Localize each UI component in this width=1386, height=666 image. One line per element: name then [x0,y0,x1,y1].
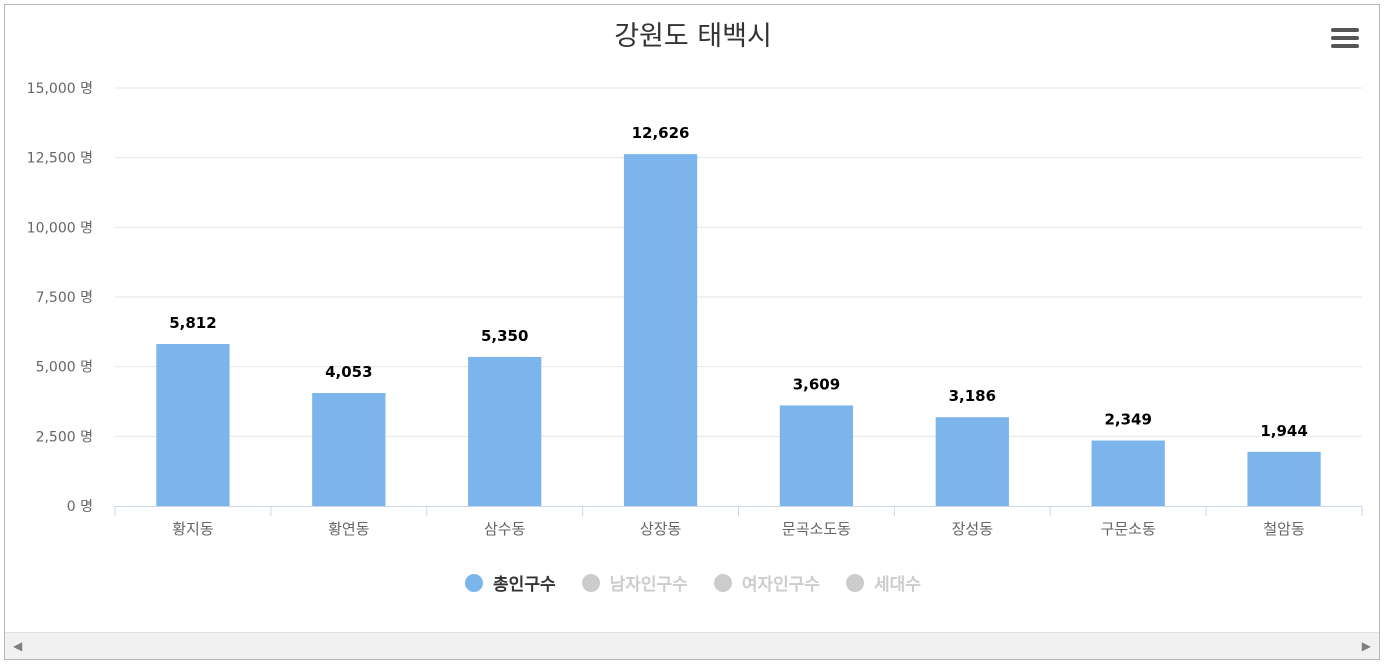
bar[interactable] [1247,451,1321,506]
y-tick-label: 0 명 [67,499,93,515]
legend-marker [713,573,732,592]
y-tick-label: 7,500 명 [36,290,93,306]
data-label: 1,944 [1260,422,1307,440]
arrow-right-icon[interactable]: ▶ [1361,639,1371,653]
horizontal-scrollbar[interactable]: ◀ ▶ [5,632,1379,659]
data-label: 4,053 [325,363,372,381]
bar[interactable] [1091,440,1165,506]
x-tick-label: 철암동 [1263,520,1305,538]
x-tick-label: 구문소동 [1101,520,1156,538]
data-label: 5,350 [481,327,528,345]
legend-marker [465,573,484,592]
data-label: 5,812 [169,314,216,332]
y-tick-label: 15,000 명 [27,81,93,97]
legend-item[interactable]: 남자인구수 [581,570,688,595]
chart-title: 강원도 태백시 [614,21,772,52]
data-label: 2,349 [1104,411,1151,429]
data-label: 3,609 [793,375,840,393]
bar[interactable] [935,417,1009,506]
data-label: 12,626 [632,124,690,142]
arrow-left-icon[interactable]: ◀ [13,639,23,653]
chart-legend: 총인구수 남자인구수 여자인구수 세대수 [0,570,1386,595]
y-tick-label: 10,000 명 [27,220,93,236]
x-tick-label: 삼수동 [484,520,526,538]
hamburger-menu-icon[interactable] [1331,28,1359,50]
x-tick-label: 장성동 [952,520,994,538]
x-tick-label: 상장동 [640,520,682,538]
bar[interactable] [623,154,698,507]
y-tick-label: 2,500 명 [36,429,93,445]
legend-label: 세대수 [874,575,921,595]
legend-item[interactable]: 세대수 [846,570,921,595]
legend-label: 총인구수 [493,575,556,595]
menu-line [1331,28,1359,32]
bar[interactable] [312,393,386,506]
y-tick-label: 12,500 명 [27,151,93,167]
legend-item[interactable]: 총인구수 [465,570,556,595]
legend-marker [846,573,865,592]
y-tick-label: 5,000 명 [36,360,93,376]
bar[interactable] [468,356,542,506]
data-label: 3,186 [949,387,996,405]
legend-item[interactable]: 여자인구수 [713,570,821,595]
legend-label: 여자인구수 [741,575,821,595]
legend-label: 남자인구수 [609,575,688,595]
bar[interactable] [779,405,854,506]
menu-line [1331,36,1359,40]
x-tick-label: 황연동 [328,520,370,538]
menu-line [1331,44,1359,48]
x-tick-label: 황지동 [172,520,214,538]
x-tick-label: 문곡소도동 [782,520,851,538]
legend-marker [581,573,600,592]
bar[interactable] [156,344,230,506]
